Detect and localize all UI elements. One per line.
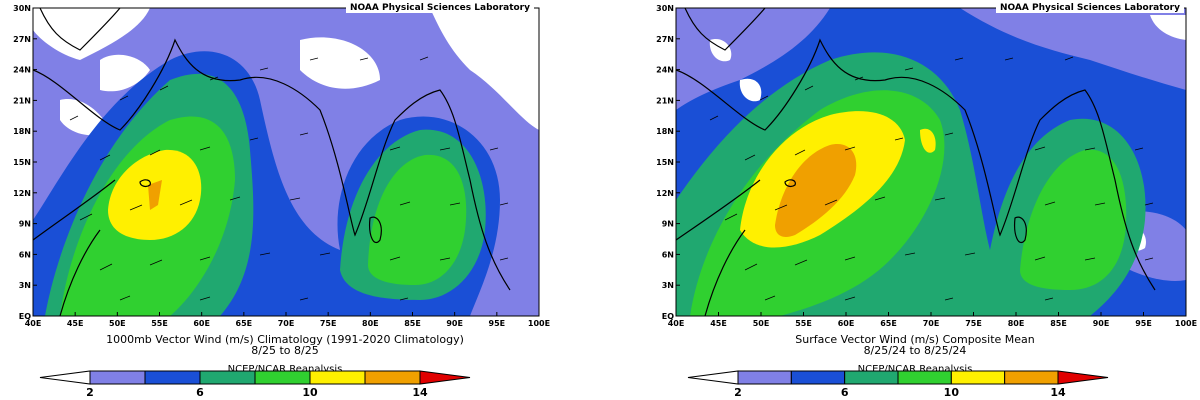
lat-tick-label: 9N (19, 220, 31, 229)
lon-tick-label: 80E (362, 319, 379, 328)
lat-tick-label: 3N (662, 281, 674, 290)
lat-tick-label: 15N (13, 158, 31, 167)
lat-tick-label: EQ (662, 312, 674, 321)
map-caption-title: Surface Vector Wind (m/s) Composite Mean (795, 333, 1035, 346)
lon-tick-label: 40E (25, 319, 42, 328)
lat-tick-label: 6N (19, 250, 31, 259)
calm-area (739, 78, 762, 102)
reanalysis-label: NCEP/NCAR Reanalysis (857, 364, 973, 375)
lat-tick-label: 12N (13, 189, 31, 198)
colorbar-tick-label: 10 (302, 386, 318, 399)
speed-band-14-16 (775, 144, 857, 237)
calm-area (33, 8, 150, 60)
lat-tick-label: 3N (19, 281, 31, 290)
lon-tick-label: 85E (404, 319, 421, 328)
colorbar-tick-label: 2 (86, 386, 94, 399)
speed-band-2-6 (676, 8, 830, 110)
lon-tick-label: 60E (838, 319, 855, 328)
map-caption-title: 1000mb Vector Wind (m/s) Climatology (19… (106, 333, 464, 346)
lat-tick-label: 21N (13, 96, 31, 105)
lon-tick-label: 75E (320, 319, 337, 328)
speed-band-10-12 (368, 154, 467, 285)
lon-tick-label: 95E (1135, 319, 1152, 328)
lon-tick-label: 65E (880, 319, 897, 328)
composite-map-panel: EQ 3N 6N 9N 12N 15N 18N 21N 24N 27N 30N 40E 45E 50E 55… (630, 0, 1200, 400)
calm-area (300, 37, 380, 89)
speed-band-12-14 (920, 128, 936, 153)
lon-tick-label: 80E (1008, 319, 1025, 328)
lon-tick-label: 55E (151, 319, 168, 328)
lat-tick-label: 18N (13, 127, 31, 136)
lat-tick-label: 30N (656, 4, 674, 13)
lat-tick-label: 30N (13, 4, 31, 13)
lat-tick-label: 27N (656, 35, 674, 44)
lon-tick-label: 65E (236, 319, 253, 328)
colorbar-tick-label: 14 (1050, 386, 1066, 399)
lat-tick-label: 21N (656, 96, 674, 105)
lon-tick-label: 75E (965, 319, 982, 328)
lon-tick-label: 90E (1093, 319, 1110, 328)
wind-vectors (709, 56, 1154, 301)
colorbar-tick-label: 6 (196, 386, 204, 399)
lat-tick-label: 15N (656, 158, 674, 167)
coastlines (676, 8, 1156, 316)
lon-tick-label: 45E (67, 319, 84, 328)
colorbar-tick-label: 10 (943, 386, 959, 399)
lon-tick-label: 50E (109, 319, 126, 328)
calm-area (100, 54, 150, 92)
climatology-wind-map: EQ 3N 6N 9N 12N 15N 18N 21N 24N 27N 30N 40E 45E 50E 55… (13, 4, 550, 328)
lon-tick-label: 40E (668, 319, 685, 328)
lat-tick-label: EQ (19, 312, 31, 321)
lat-tick-label: 24N (13, 66, 31, 75)
lon-tick-label: 70E (278, 319, 295, 328)
colorbar-tick-label: 14 (412, 386, 428, 399)
lon-tick-label: 50E (753, 319, 770, 328)
lon-tick-label: 100E (1175, 319, 1197, 328)
noaa-credit: NOAA Physical Sciences Laboratory (995, 3, 1184, 13)
map-caption-dates: 8/25/24 to 8/25/24 (863, 344, 967, 357)
lat-tick-label: 24N (656, 66, 674, 75)
lon-tick-label: 90E (446, 319, 463, 328)
lat-tick-label: 6N (662, 250, 674, 259)
lon-tick-label: 70E (923, 319, 940, 328)
lat-tick-label: 27N (13, 35, 31, 44)
wind-vectors (69, 56, 509, 301)
climatology-map-panel: EQ 3N 6N 9N 12N 15N 18N 21N 24N 27N 30N 40E 45E 50E 55… (0, 0, 570, 400)
lon-tick-label: 95E (489, 319, 506, 328)
lon-tick-label: 85E (1050, 319, 1067, 328)
coastlines (33, 8, 511, 316)
colorbar-tick-label: 2 (734, 386, 742, 399)
lat-tick-label: 18N (656, 127, 674, 136)
colorbar-tick-label: 6 (840, 386, 849, 399)
speed-band-14-16 (148, 180, 162, 210)
lon-tick-label: 45E (710, 319, 727, 328)
calm-area (430, 8, 539, 130)
reanalysis-label: NCEP/NCAR Reanalysis (227, 364, 343, 375)
lon-tick-label: 100E (528, 319, 550, 328)
composite-wind-map: EQ 3N 6N 9N 12N 15N 18N 21N 24N 27N 30N 40E 45E 50E 55… (656, 4, 1197, 328)
speed-band-2-6 (960, 8, 1186, 90)
lat-tick-label: 12N (656, 189, 674, 198)
map-caption-dates: 8/25 to 8/25 (251, 344, 319, 357)
speed-band-10-12 (1020, 149, 1127, 290)
noaa-credit: NOAA Physical Sciences Laboratory (345, 3, 534, 13)
lon-tick-label: 55E (795, 319, 812, 328)
lon-tick-label: 60E (193, 319, 210, 328)
calm-area (1150, 15, 1186, 40)
lat-tick-label: 9N (662, 220, 674, 229)
